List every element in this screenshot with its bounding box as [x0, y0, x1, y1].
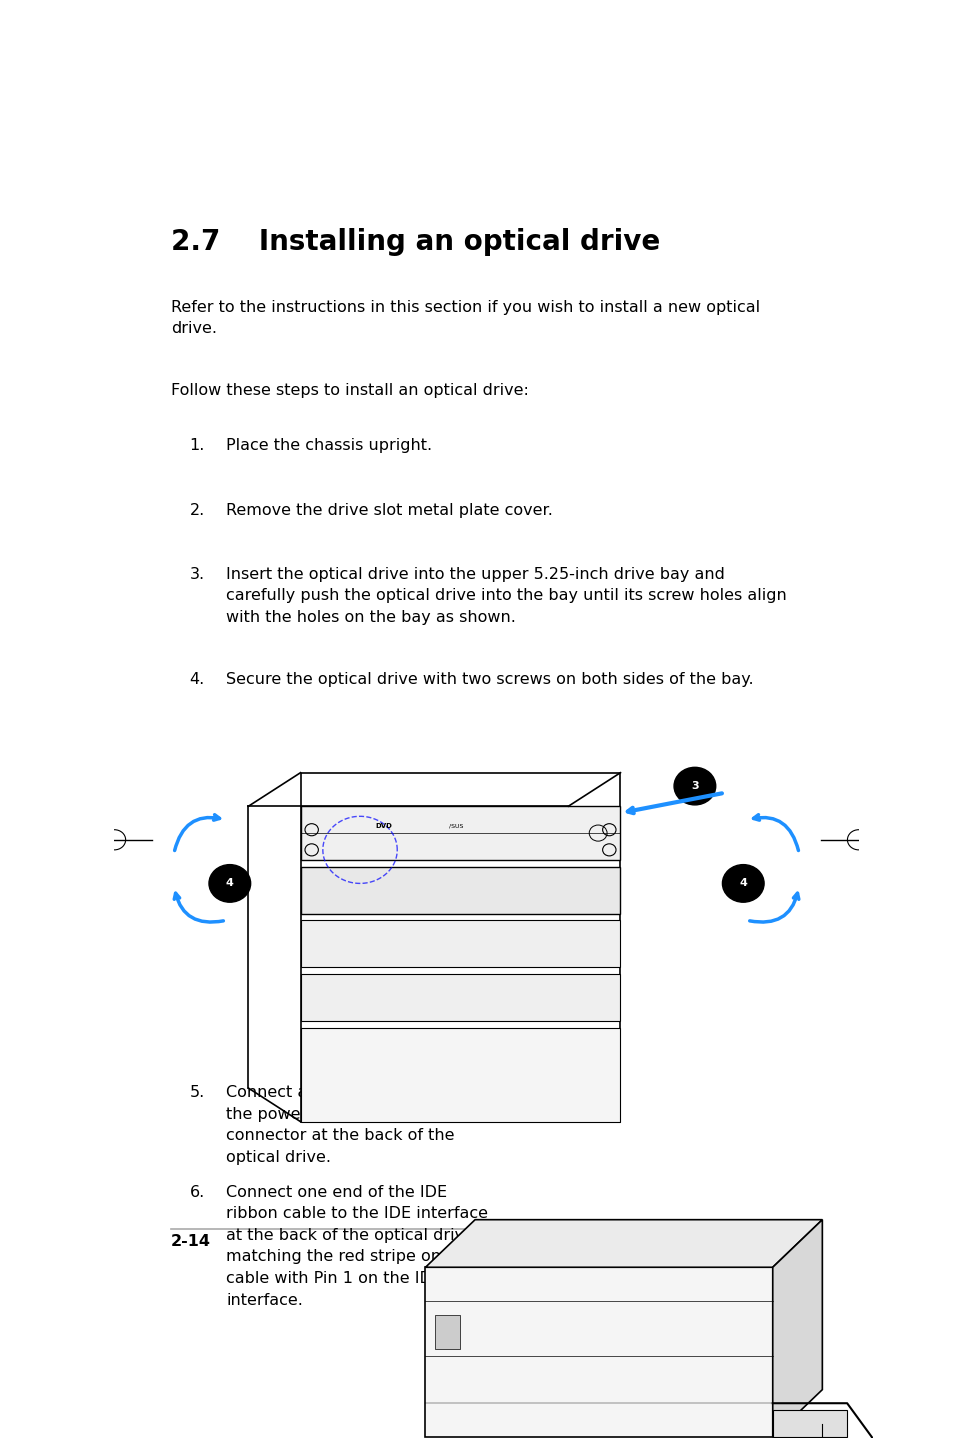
- Polygon shape: [300, 920, 619, 968]
- Text: /SUS: /SUS: [449, 823, 463, 828]
- Circle shape: [721, 864, 763, 902]
- Text: 2.: 2.: [190, 502, 205, 518]
- Circle shape: [103, 830, 126, 850]
- Text: 6.: 6.: [190, 1185, 205, 1199]
- Text: Connect one end of the IDE
ribbon cable to the IDE interface
at the back of the : Connect one end of the IDE ribbon cable …: [226, 1185, 488, 1307]
- Text: 4: 4: [739, 879, 746, 889]
- Text: Place the chassis upright.: Place the chassis upright.: [226, 439, 432, 453]
- Text: Connect a power cable from
the power supply to the power
connector at the back o: Connect a power cable from the power sup…: [226, 1084, 473, 1165]
- Circle shape: [209, 864, 251, 902]
- Text: 3.: 3.: [190, 567, 204, 582]
- Text: Secure the optical drive with two screws on both sides of the bay.: Secure the optical drive with two screws…: [226, 672, 753, 687]
- Circle shape: [846, 830, 869, 850]
- Bar: [435, 1314, 459, 1349]
- Text: Refer to the instructions in this section if you wish to install a new optical
d: Refer to the instructions in this sectio…: [171, 301, 760, 336]
- Polygon shape: [300, 807, 619, 860]
- Polygon shape: [300, 1028, 619, 1122]
- Circle shape: [674, 768, 715, 805]
- Text: Follow these steps to install an optical drive:: Follow these steps to install an optical…: [171, 383, 528, 398]
- Text: 4.: 4.: [190, 672, 205, 687]
- Polygon shape: [300, 974, 619, 1021]
- Text: 3: 3: [690, 781, 698, 791]
- Text: 4: 4: [226, 879, 233, 889]
- Text: 5.: 5.: [190, 1084, 205, 1100]
- Bar: [772, 1411, 846, 1437]
- Text: 1.: 1.: [190, 439, 205, 453]
- Polygon shape: [772, 1219, 821, 1437]
- Polygon shape: [300, 867, 619, 913]
- Text: 2.7    Installing an optical drive: 2.7 Installing an optical drive: [171, 229, 659, 256]
- Text: Chapter 2: Basic installation: Chapter 2: Basic installation: [564, 1234, 821, 1248]
- Text: Remove the drive slot metal plate cover.: Remove the drive slot metal plate cover.: [226, 502, 553, 518]
- Text: Insert the optical drive into the upper 5.25-inch drive bay and
carefully push t: Insert the optical drive into the upper …: [226, 567, 786, 626]
- Text: 2-14: 2-14: [171, 1234, 211, 1248]
- Text: DVD: DVD: [375, 823, 392, 830]
- Polygon shape: [425, 1219, 821, 1267]
- Polygon shape: [425, 1267, 772, 1437]
